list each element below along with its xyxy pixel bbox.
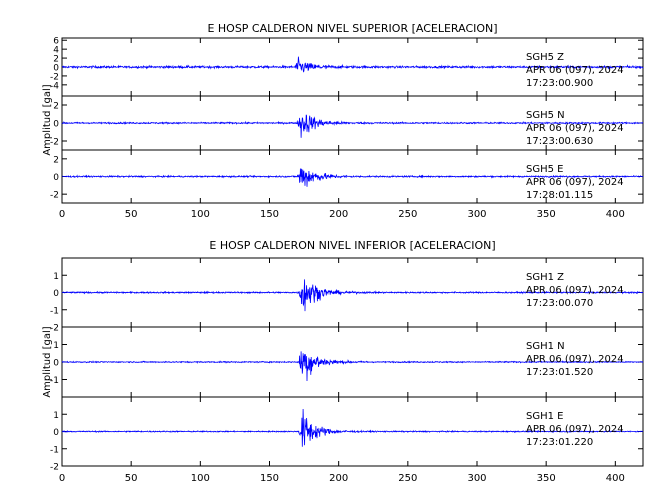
fig2-panel3-ytick-label: -2 [50,463,59,473]
fig1-panel2-station-label: SGH5 N [526,110,565,121]
x-tick-label-2: 50 [125,473,138,484]
fig1-panel1-date-label: APR 06 (097), 2024 [526,65,624,76]
x-tick-label-1: 350 [537,209,556,220]
fig1-panel1-time-label: 17:23:00.900 [526,78,593,89]
chart-title-2: E HOSP CALDERON NIVEL INFERIOR [ACELERAC… [209,239,495,252]
fig2-panel1-time-label: 17:23:00.070 [526,298,593,309]
fig1-panel1-station-label: SGH5 Z [526,52,564,63]
fig2-panel1-ytick-label: -2 [50,324,59,334]
fig2-panel3-station-label: SGH1 E [526,411,563,422]
x-tick-label-1: 250 [398,209,417,220]
fig2-panel3-ytick-label: 0 [53,428,59,438]
x-tick-label-2: 400 [606,473,625,484]
fig1-panel2-ytick-label: 0 [53,120,59,130]
x-tick-label-2: 350 [537,473,556,484]
fig2-panel1-waveform [61,279,644,312]
x-tick-label-2: 100 [191,473,210,484]
fig1-panel1-ytick-label: 2 [53,55,59,65]
fig1-panel1-ytick-label: -4 [50,81,59,91]
fig2-panel2-ytick-label: -1 [50,376,59,386]
fig2-panel2-ytick-label: 1 [53,341,59,351]
fig1-panel3-ytick-label: 0 [53,173,59,183]
fig2-panel2-time-label: 17:23:01.520 [526,367,593,378]
fig2-panel1-ytick-label: 1 [53,272,59,282]
fig1-panel2-time-label: 17:23:00.630 [526,136,593,147]
chart-title-1: E HOSP CALDERON NIVEL SUPERIOR [ACELERAC… [207,22,497,35]
x-tick-label-2: 300 [467,473,486,484]
y-axis-label-2: Amplitud [gal] [42,326,53,397]
fig2-panel1-date-label: APR 06 (097), 2024 [526,285,624,296]
fig1-panel3-date-label: APR 06 (097), 2024 [526,177,624,188]
fig1-panel1-waveform [61,56,644,73]
x-tick-label-2: 0 [59,473,65,484]
x-tick-label-2: 250 [398,473,417,484]
fig1-panel1-ytick-label: 6 [53,37,59,47]
fig1-panel3-ytick-label: 2 [53,155,59,165]
fig1-panel3-station-label: SGH5 E [526,164,563,175]
fig2-panel3-waveform [62,408,644,447]
fig1-panel3-time-label: 17:28:01.115 [526,190,593,201]
x-tick-label-1: 0 [59,209,65,220]
fig2-panel1-ytick-label: -1 [50,306,59,316]
fig1-panel1-ytick-label: 4 [53,46,59,56]
fig2-panel2-ytick-label: 0 [53,359,59,369]
fig1-panel2-ytick-label: -2 [50,138,59,148]
x-tick-label-2: 200 [329,473,348,484]
fig1-panel3-waveform [61,168,644,187]
fig2-panel3-time-label: 17:23:01.220 [526,437,593,448]
fig2-panel3-ytick-label: -1 [50,445,59,455]
x-tick-label-1: 400 [606,209,625,220]
fig2-panel3-date-label: APR 06 (097), 2024 [526,424,624,435]
fig2-panel3-ytick-label: 1 [53,411,59,421]
x-tick-label-2: 150 [260,473,279,484]
x-tick-label-1: 300 [467,209,486,220]
fig1-panel3-ytick-label: -2 [50,191,59,201]
x-tick-label-1: 200 [329,209,348,220]
fig1-panel2-ytick-label: 2 [53,102,59,112]
x-tick-label-1: 150 [260,209,279,220]
y-axis-label-1: Amplitud [gal] [42,84,53,155]
fig2-panel2-waveform [61,351,644,382]
fig1-panel1-ytick-label: -2 [50,72,59,82]
fig2-panel1-ytick-label: 0 [53,289,59,299]
fig2-panel2-station-label: SGH1 N [526,341,565,352]
fig1-panel2-waveform [61,114,644,138]
x-tick-label-1: 100 [191,209,210,220]
fig1-panel1-ytick-label: 0 [53,64,59,74]
x-tick-label-1: 50 [125,209,138,220]
fig2-panel1-station-label: SGH1 Z [526,272,564,283]
fig2-panel2-date-label: APR 06 (097), 2024 [526,354,624,365]
fig1-panel2-date-label: APR 06 (097), 2024 [526,123,624,134]
